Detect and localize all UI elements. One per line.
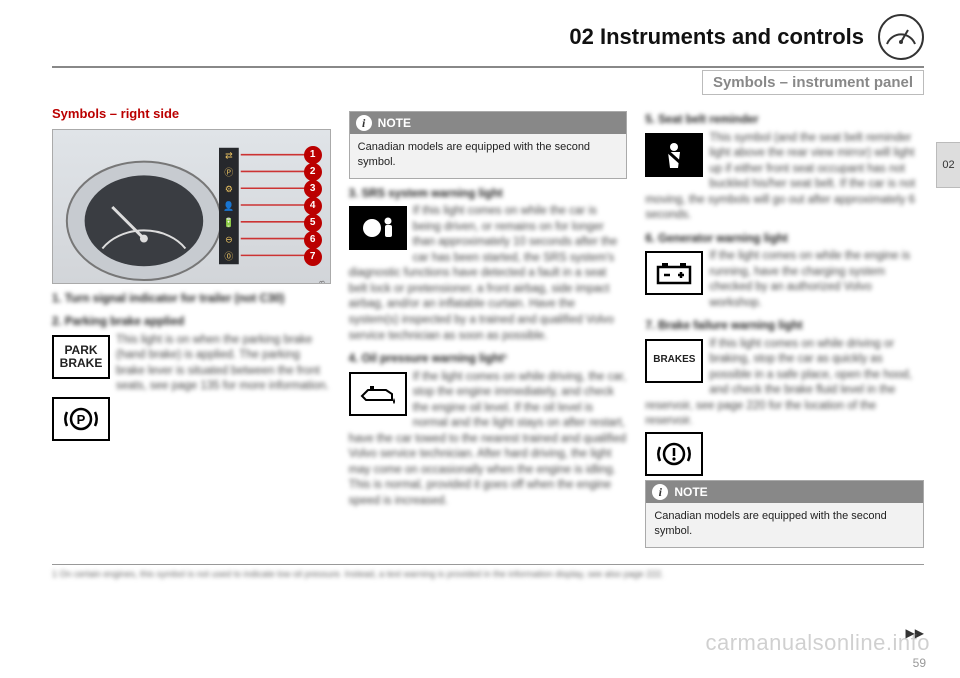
item2-title: 2. Parking brake applied xyxy=(52,315,331,331)
item6-block: If the light comes on while the engine i… xyxy=(645,249,924,311)
item4-block: If the light comes on while driving, the… xyxy=(349,370,628,510)
item4-body: If the light comes on while driving, the… xyxy=(349,370,628,510)
callout-4: 4 xyxy=(304,197,322,215)
svg-text:Ⓟ: Ⓟ xyxy=(224,167,233,177)
footnote-divider xyxy=(52,564,924,565)
column-right: 5. Seat belt reminder This symbol (and t… xyxy=(645,105,924,554)
divider xyxy=(52,66,924,68)
callout-1: 1 xyxy=(304,146,322,164)
brake-warning-symbol-icon xyxy=(645,432,703,476)
item3-block: If this light comes on while the car is … xyxy=(349,204,628,344)
page-header: 02 Instruments and controls xyxy=(52,14,924,60)
symbols-right-side-heading: Symbols – right side xyxy=(52,105,331,123)
note-label: NOTE xyxy=(378,115,411,131)
parking-brake-symbol-icon: P xyxy=(52,397,110,441)
chapter-tab: 02 xyxy=(936,142,960,188)
svg-text:🔋: 🔋 xyxy=(223,216,234,227)
content-columns: Symbols – right side xyxy=(52,105,924,554)
item3-body: If this light comes on while the car is … xyxy=(349,204,628,344)
section-title-bar: Symbols – instrument panel xyxy=(52,70,924,95)
item1-title: 1. Turn signal indicator for trailer (no… xyxy=(52,292,331,308)
image-code: G026438 xyxy=(318,281,327,284)
note-box-1: i NOTE Canadian models are equipped with… xyxy=(349,111,628,179)
info-icon: i xyxy=(356,115,372,131)
instrument-panel-diagram: ⇄ Ⓟ ⚙ 👤 🔋 ⊖ ⓪ 1 2 3 4 5 6 7 G026438 xyxy=(52,129,331,284)
callout-3: 3 xyxy=(304,180,322,198)
note-header: i NOTE xyxy=(646,481,923,503)
note-body: Canadian models are equipped with the se… xyxy=(358,140,619,170)
gauge-icon xyxy=(878,14,924,60)
callout-2: 2 xyxy=(304,163,322,181)
watermark: carmanualsonline.info xyxy=(705,630,930,656)
item4-title: 4. Oil pressure warning light¹ xyxy=(349,352,628,368)
svg-text:P: P xyxy=(77,412,86,427)
item7-title: 7. Brake failure warning light xyxy=(645,319,924,335)
note-body: Canadian models are equipped with the se… xyxy=(654,509,915,539)
column-left: Symbols – right side xyxy=(52,105,331,554)
info-icon: i xyxy=(652,484,668,500)
item2-block: PARK BRAKE This light is on when the par… xyxy=(52,333,331,395)
item5-body: This symbol (and the seat belt reminder … xyxy=(645,131,924,224)
item6-body: If the light comes on while the engine i… xyxy=(645,249,924,311)
callout-6: 6 xyxy=(304,231,322,249)
item3-title: 3. SRS system warning light xyxy=(349,187,628,203)
note-label: NOTE xyxy=(674,484,707,500)
page-number: 59 xyxy=(913,656,926,670)
item5-block: This symbol (and the seat belt reminder … xyxy=(645,131,924,224)
svg-text:⇄: ⇄ xyxy=(225,150,233,160)
svg-text:⓪: ⓪ xyxy=(224,251,233,261)
item5-title: 5. Seat belt reminder xyxy=(645,113,924,129)
footnote: 1 On certain engines, this symbol is not… xyxy=(52,569,924,579)
item7-block: BRAKES If this light comes on while driv… xyxy=(645,337,924,430)
svg-text:⊖: ⊖ xyxy=(225,234,232,244)
note-box-2: i NOTE Canadian models are equipped with… xyxy=(645,480,924,548)
callout-5: 5 xyxy=(304,214,322,232)
svg-text:👤: 👤 xyxy=(223,200,234,211)
manual-page: 02 Instruments and controls Symbols – in… xyxy=(0,0,960,678)
chapter-title: 02 Instruments and controls xyxy=(569,24,864,50)
item7-body: If this light comes on while driving or … xyxy=(645,337,924,430)
column-middle: i NOTE Canadian models are equipped with… xyxy=(349,105,628,554)
callout-7: 7 xyxy=(304,248,322,266)
item6-title: 6. Generator warning light xyxy=(645,232,924,248)
item2-body: This light is on when the parking brake … xyxy=(52,333,331,395)
section-title: Symbols – instrument panel xyxy=(702,70,924,95)
note-header: i NOTE xyxy=(350,112,627,134)
svg-text:⚙: ⚙ xyxy=(225,184,233,194)
